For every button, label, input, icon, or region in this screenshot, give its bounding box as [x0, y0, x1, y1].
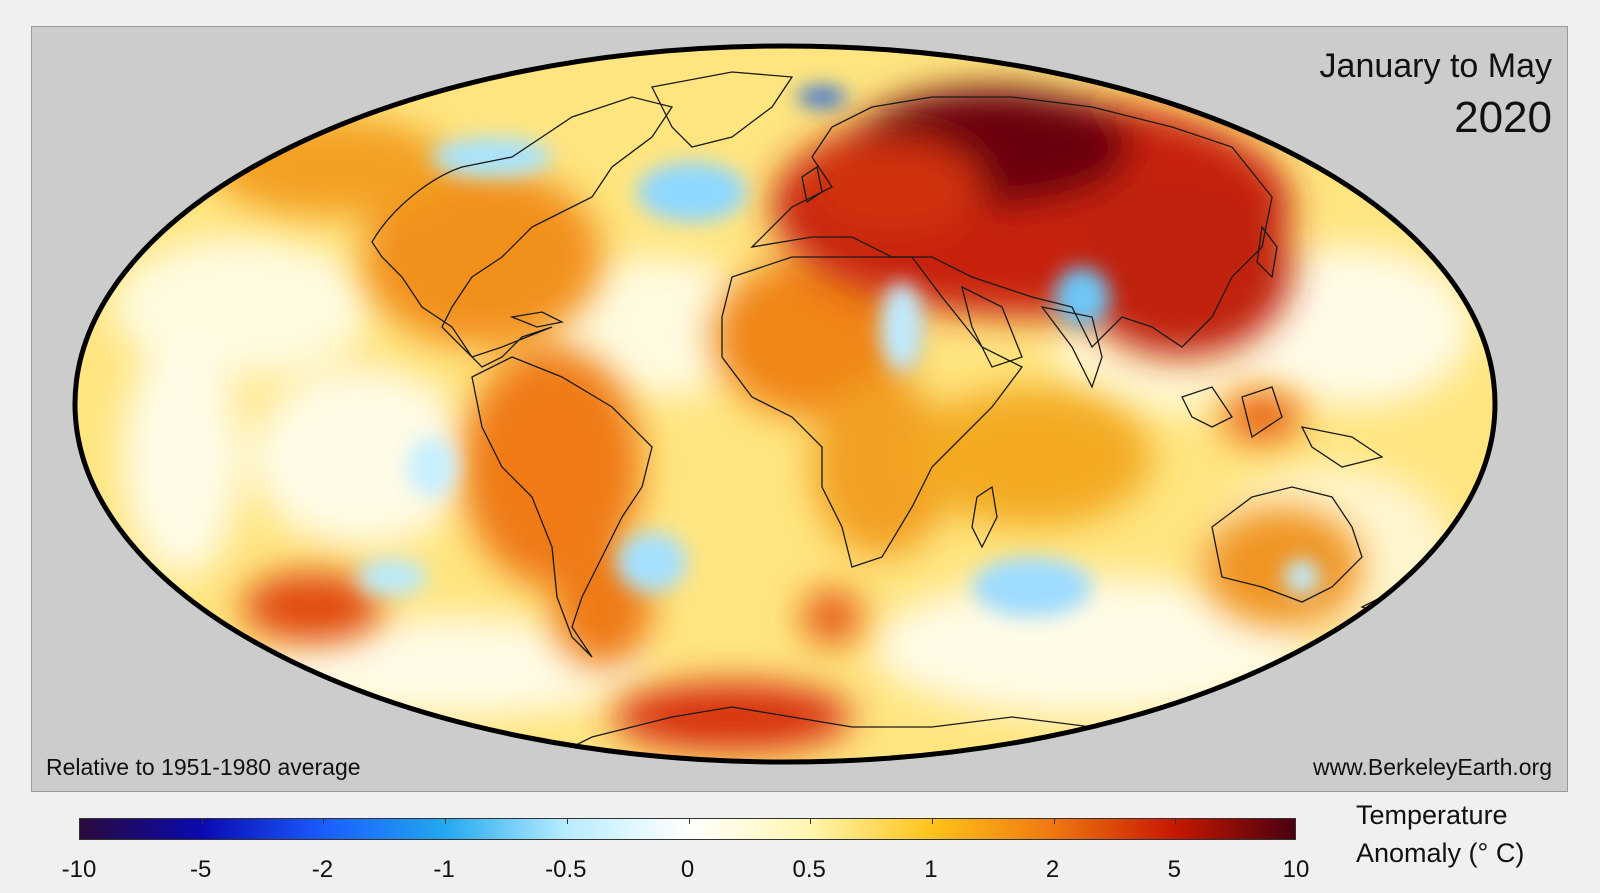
- colorbar-tick: [323, 819, 325, 824]
- colorbar-tick-label: -5: [190, 856, 212, 883]
- colorbar-tick-label: 5: [1167, 856, 1181, 883]
- colorbar-tick-label: 10: [1282, 856, 1310, 883]
- map-year: 2020: [1454, 93, 1552, 142]
- colorbar-tick-label: 1: [924, 856, 938, 883]
- colorbar-tick: [810, 819, 812, 824]
- coastlines: [371, 71, 1404, 758]
- colorbar-tick: [688, 819, 690, 824]
- legend-title-line1: Temperature: [1356, 800, 1508, 830]
- colorbar-tick-label: 0: [680, 856, 695, 883]
- baseline-note: Relative to 1951-1980 average: [46, 754, 361, 780]
- colorbar-tick-label: 2: [1045, 856, 1060, 883]
- source-url: www.BerkeleyEarth.org: [1312, 754, 1552, 780]
- map-panel: January to May 2020 Relative to 1951-198…: [31, 26, 1568, 792]
- globe-outline: [72, 43, 1498, 765]
- colorbar-tick-label: 0.5: [792, 856, 826, 883]
- colorbar-tick: [445, 819, 447, 824]
- map-title: January to May: [1319, 47, 1552, 85]
- warm-regions: [212, 117, 1362, 752]
- colorbar-tick: [931, 819, 933, 824]
- colorbar-tick: [1175, 819, 1177, 824]
- hot-regions: [772, 87, 1292, 357]
- pale-regions: [112, 237, 1472, 717]
- colorbar-tick: [1053, 819, 1055, 824]
- colorbar-tick-label: -0.5: [545, 856, 587, 883]
- legend-title-line2: Anomaly (° C): [1356, 838, 1525, 868]
- colorbar: [79, 818, 1296, 840]
- world-anomaly-map: [72, 43, 1498, 765]
- colorbar-tick: [566, 819, 568, 824]
- colorbar-tick-label: -1: [433, 856, 455, 883]
- colorbar-tick-label: -2: [311, 856, 334, 883]
- anomaly-field: [75, 46, 1495, 762]
- colorbar-tick-label: -10: [61, 856, 97, 883]
- colorbar-tick: [201, 819, 203, 824]
